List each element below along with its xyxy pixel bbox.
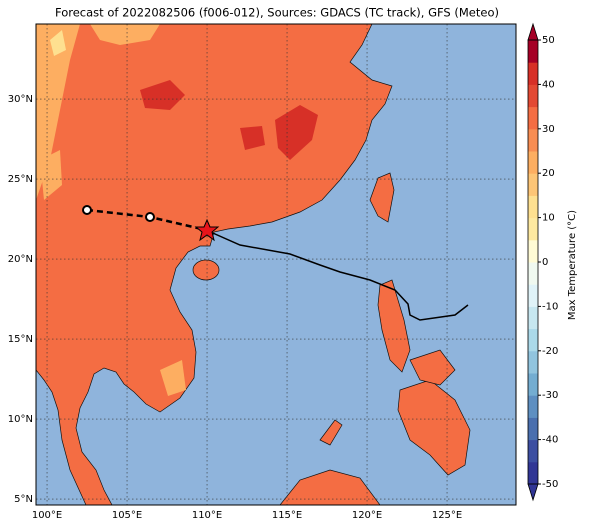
colorbar-extend: [527, 483, 539, 502]
colorbar-band: [528, 262, 538, 285]
y-tick-label: 25°N: [8, 174, 33, 185]
grid: [36, 24, 516, 505]
track-point: [145, 212, 155, 222]
colorbar-band: [528, 151, 538, 174]
track-point: [82, 205, 92, 215]
colorbar-tick-label: 0: [542, 257, 548, 268]
colorbar-band: [528, 461, 538, 485]
colorbar-band: [528, 62, 538, 85]
map-area: [36, 24, 516, 505]
colorbar-band: [528, 439, 538, 463]
cool-zone: [90, 24, 160, 45]
colorbar-band: [528, 306, 538, 330]
colorbar-tick-label: 30: [542, 124, 555, 135]
colorbar-tick-label: 40: [542, 79, 555, 90]
colorbar-tick-label: -30: [542, 390, 558, 401]
x-tick-label: 120°E: [352, 510, 382, 521]
colorbar-band: [528, 373, 538, 396]
colorbar: -50 -40 -30 -20 -10 0 10 20 30 40 50: [527, 22, 558, 502]
colorbar-tick-label: -10: [542, 301, 558, 312]
hainan: [192, 259, 220, 281]
hot-zone: [275, 105, 318, 160]
palawan: [319, 419, 343, 446]
colorbar-band: [528, 128, 538, 152]
philippines-south: [397, 379, 471, 476]
borneo: [279, 469, 381, 505]
colorbar-tick-label: -20: [542, 346, 558, 357]
colorbar-band: [528, 284, 538, 307]
colorbar-tick-label: 10: [542, 213, 555, 224]
colorbar-band: [528, 350, 538, 374]
hot-zone: [140, 80, 185, 110]
colorbar-band: [528, 417, 538, 441]
y-tick-label: 30°N: [8, 94, 33, 105]
x-tick-label: 115°E: [272, 510, 302, 521]
visayas: [409, 349, 456, 386]
x-tick-label: 100°E: [32, 510, 62, 521]
colorbar-tick-label: 50: [542, 35, 555, 46]
cool-zone: [160, 360, 186, 396]
cool-zone: [40, 150, 62, 200]
title: Forecast of 2022082506 (f006-012), Sourc…: [55, 6, 499, 20]
y-tick-label: 15°N: [8, 334, 33, 345]
colorbar-band: [528, 173, 538, 196]
colorbar-band: [528, 40, 538, 63]
colorbar-tick-label: 20: [542, 168, 555, 179]
map-frame: [35, 23, 517, 506]
colorbar-band: [528, 239, 538, 263]
colorbar-extend: [527, 22, 539, 41]
mild-zone: [50, 30, 66, 56]
past-track: [205, 229, 469, 321]
x-tick-label: 110°E: [192, 510, 222, 521]
current-position: [194, 218, 220, 242]
colorbar-band: [528, 195, 538, 219]
colorbar-band: [528, 106, 538, 130]
hot-zone: [240, 126, 265, 150]
taiwan: [369, 172, 395, 223]
x-tick-label: 125°E: [432, 510, 462, 521]
colorbar-band: [528, 84, 538, 108]
colorbar-tick-label: -50: [542, 479, 558, 490]
colorbar-band: [528, 395, 538, 418]
colorbar-band: [528, 217, 538, 241]
colorbar-tick-label: -40: [542, 435, 558, 446]
y-tick-label: 5°N: [14, 494, 33, 505]
y-tick-label: 10°N: [8, 414, 33, 425]
x-tick-label: 105°E: [112, 510, 142, 521]
colorbar-label: Max Temperature (°C): [567, 210, 578, 320]
y-tick-label: 20°N: [8, 254, 33, 265]
colorbar-band: [528, 328, 538, 352]
